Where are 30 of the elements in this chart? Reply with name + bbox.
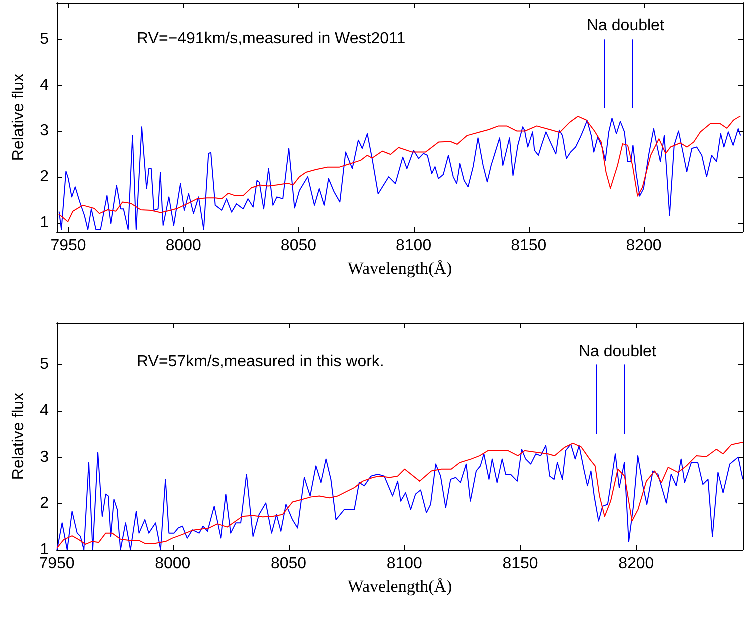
x-tick-label: 7950 xyxy=(50,238,86,254)
x-tick-label: 8050 xyxy=(270,556,307,572)
y-axis-title: Relative flux xyxy=(10,74,28,162)
x-tick-label: 8100 xyxy=(396,238,432,254)
x-tick-label: 8000 xyxy=(166,238,202,254)
x-tick-label: 8200 xyxy=(626,238,662,254)
y-tick-label: 4 xyxy=(40,402,50,420)
x-tick-label: 8050 xyxy=(280,238,317,254)
y-axis-title: Relative flux xyxy=(10,392,28,480)
annotation: Na doublet xyxy=(587,18,665,34)
y-tick-label: 2 xyxy=(40,495,50,512)
x-axis-title: Wavelength(Å) xyxy=(348,259,452,278)
annotation: RV=57km/s,measured in this work. xyxy=(137,354,384,370)
y-tick-label: 2 xyxy=(40,168,50,186)
x-tick-label: 8150 xyxy=(511,238,547,254)
y-tick-label: 1 xyxy=(40,214,50,232)
x-tick-label: 8100 xyxy=(386,556,423,572)
x-tick-label: 8200 xyxy=(618,556,654,572)
x-tick-label: 8150 xyxy=(502,556,538,572)
y-tick-label: 5 xyxy=(40,356,50,374)
y-tick-label: 4 xyxy=(40,76,50,94)
x-tick-label: 7950 xyxy=(39,556,75,572)
annotation: RV=−491km/s,measured in West2011 xyxy=(137,30,406,48)
x-tick-label: 8000 xyxy=(155,556,191,572)
y-tick-label: 3 xyxy=(40,448,50,466)
x-axis-title: Wavelength(Å) xyxy=(348,577,452,596)
annotation: Na doublet xyxy=(579,344,657,360)
y-tick-label: 1 xyxy=(40,542,50,558)
y-tick-label: 3 xyxy=(40,122,50,140)
y-tick-label: 5 xyxy=(40,31,50,48)
